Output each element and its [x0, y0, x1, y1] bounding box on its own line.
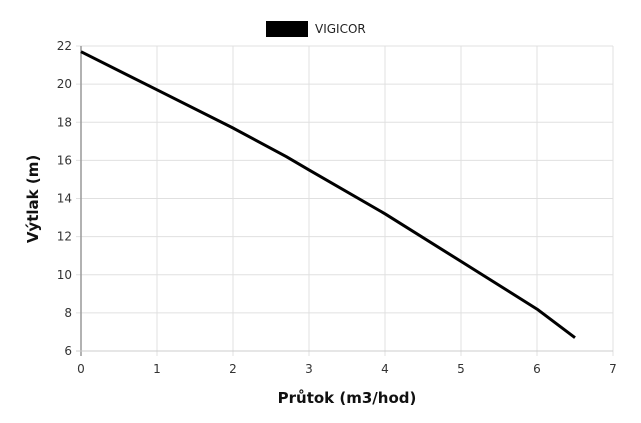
- series-line-vigicor: [80, 50, 576, 339]
- grid: [76, 45, 614, 356]
- x-tick-label: 7: [609, 362, 617, 376]
- y-tick-label: 22: [57, 39, 72, 53]
- x-tick-label: 2: [229, 362, 237, 376]
- x-tick-label: 5: [457, 362, 465, 376]
- x-axis-title: Průtok (m3/hod): [278, 389, 417, 407]
- data-series: [80, 50, 576, 339]
- legend[interactable]: VIGICOR: [266, 21, 366, 37]
- y-tick-label: 10: [57, 268, 72, 282]
- x-tick-label: 4: [381, 362, 389, 376]
- x-tick-label: 3: [305, 362, 313, 376]
- y-tick-label: 16: [57, 153, 72, 167]
- y-axis-ticks: 6 8 10 12 14 16 18 20 22: [57, 39, 72, 358]
- legend-swatch-vigicor: [266, 21, 308, 37]
- y-tick-label: 20: [57, 77, 72, 91]
- legend-label-vigicor: VIGICOR: [315, 22, 366, 36]
- x-tick-label: 6: [533, 362, 541, 376]
- x-tick-label: 0: [77, 362, 85, 376]
- x-axis-ticks: 0 1 2 3 4 5 6 7: [77, 362, 617, 376]
- y-axis-title: Výtlak (m): [24, 155, 42, 243]
- y-tick-label: 12: [57, 230, 72, 244]
- y-tick-label: 6: [64, 344, 72, 358]
- x-tick-label: 1: [153, 362, 161, 376]
- y-tick-label: 14: [57, 192, 72, 206]
- axes: [76, 46, 613, 356]
- y-tick-label: 18: [57, 115, 72, 129]
- y-tick-label: 8: [64, 306, 72, 320]
